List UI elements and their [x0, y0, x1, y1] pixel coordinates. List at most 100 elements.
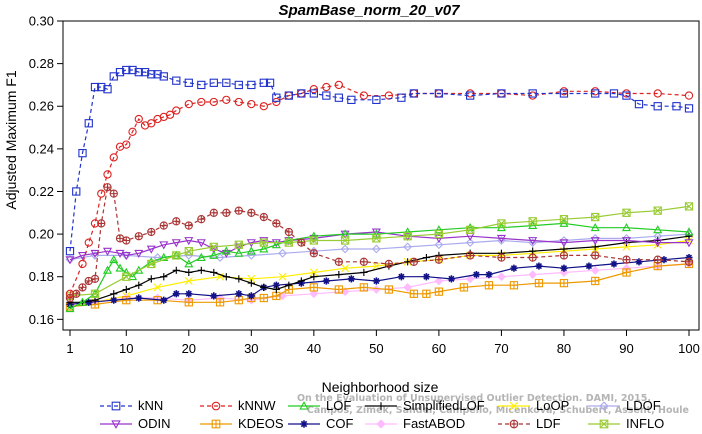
data-point-knn: [247, 80, 256, 90]
data-point-inflo: [466, 225, 475, 234]
legend-label: INFLO: [626, 416, 664, 431]
data-point-ldf: [272, 219, 281, 228]
data-point-knnw: [65, 289, 75, 298]
series-line-knn: [69, 69, 690, 252]
data-point-knn: [309, 89, 318, 98]
data-point-cof: [247, 292, 255, 300]
x-tick-label: 60: [432, 341, 446, 356]
legend-label: SimplifiedLOF: [403, 398, 485, 413]
data-point-simplifiedlof: [197, 266, 205, 274]
data-point-knn: [134, 67, 143, 77]
data-point-inflo: [309, 236, 318, 245]
plot-frame: [62, 20, 700, 331]
data-point-knn: [65, 247, 75, 256]
data-point-knnw: [197, 97, 206, 107]
data-point-knn: [115, 67, 125, 77]
data-point-knn: [259, 78, 268, 87]
data-point-cof: [135, 294, 143, 302]
data-point-odin: [171, 239, 181, 248]
legend-item-cof: COF: [288, 416, 354, 431]
data-point-knnw: [172, 106, 181, 115]
legend-item-fastabod: FastABOD: [365, 416, 465, 431]
data-point-ldf: [90, 274, 100, 284]
data-point-kdeos: [622, 268, 631, 277]
data-point-knn: [284, 91, 293, 100]
data-point-simplifiedlof: [310, 273, 318, 281]
data-point-inflo: [622, 208, 631, 217]
data-point-cof: [447, 275, 456, 283]
data-point-odin: [559, 239, 569, 248]
y-axis-label: Adjusted Maximum F1: [3, 70, 19, 209]
legend-item-knn: kNN: [100, 398, 163, 413]
legend-marker: [509, 401, 519, 411]
data-point-simplifiedlof: [122, 285, 130, 294]
data-point-ldf: [159, 221, 168, 230]
y-tick-label: 0.18: [29, 269, 54, 284]
data-point-inflo: [434, 229, 444, 239]
data-point-loop: [247, 274, 256, 283]
legend-item-odin: ODIN: [100, 416, 171, 431]
data-point-ldf: [559, 251, 569, 260]
series-line-simplifiedlof: [70, 235, 690, 303]
data-point-ldf: [653, 255, 662, 264]
series-odin: [65, 228, 694, 265]
data-point-lof: [121, 267, 131, 276]
data-point-knn: [409, 89, 419, 98]
data-point-odin: [196, 239, 206, 248]
legend-marker: [377, 402, 385, 410]
series-line-ldf: [69, 185, 690, 299]
data-point-knn: [109, 72, 118, 81]
data-point-kdeos: [422, 289, 431, 298]
data-point-cof: [660, 256, 668, 264]
data-point-lof: [65, 303, 75, 313]
data-point-knnw: [147, 119, 156, 128]
series-knn: [65, 65, 694, 256]
data-point-kdeos: [509, 281, 519, 290]
data-point-ldf: [409, 257, 419, 266]
legend-item-lof: LOF: [288, 398, 351, 413]
data-point-knnw: [184, 99, 193, 109]
data-point-lof: [684, 227, 694, 236]
data-point-odin: [184, 237, 194, 246]
x-axis-label: Neighborhood size: [322, 379, 439, 395]
data-point-cof: [510, 264, 518, 272]
y-tick-label: 0.22: [29, 184, 54, 199]
data-point-odin: [528, 237, 538, 246]
data-point-knnw: [322, 82, 331, 92]
data-point-knn: [159, 72, 168, 81]
data-point-ldf: [147, 227, 156, 237]
data-point-odin: [115, 249, 125, 259]
data-point-lof: [109, 254, 119, 264]
data-point-inflo: [559, 215, 569, 224]
data-point-knn: [434, 89, 444, 98]
data-point-knnw: [78, 259, 87, 269]
data-point-lof: [102, 265, 113, 274]
data-point-lof: [234, 248, 244, 257]
data-point-fastabod: [309, 289, 319, 299]
x-tick-label: 1: [66, 341, 73, 356]
data-point-knn: [78, 148, 87, 158]
data-point-cof: [610, 260, 618, 268]
y-tick-label: 0.26: [29, 99, 54, 114]
data-point-kdeos: [309, 283, 318, 292]
legend-marker: [211, 401, 221, 411]
data-point-inflo: [184, 247, 193, 256]
data-point-inflo: [653, 206, 662, 215]
data-point-knnw: [122, 140, 131, 149]
data-point-odin: [77, 251, 88, 261]
data-point-knn: [372, 95, 381, 104]
data-point-cof: [560, 264, 568, 272]
data-point-lof: [403, 227, 413, 236]
data-point-cof: [372, 277, 380, 285]
data-point-knnw: [334, 80, 344, 90]
data-point-ldof: [153, 253, 162, 262]
data-point-cof: [322, 277, 330, 285]
data-point-lof: [184, 259, 194, 268]
data-point-knn: [634, 99, 644, 109]
data-point-lof: [309, 231, 319, 240]
data-point-odin: [621, 237, 632, 246]
legend-marker: [599, 419, 609, 429]
data-point-knnw: [234, 97, 243, 107]
data-point-odin: [102, 247, 113, 256]
